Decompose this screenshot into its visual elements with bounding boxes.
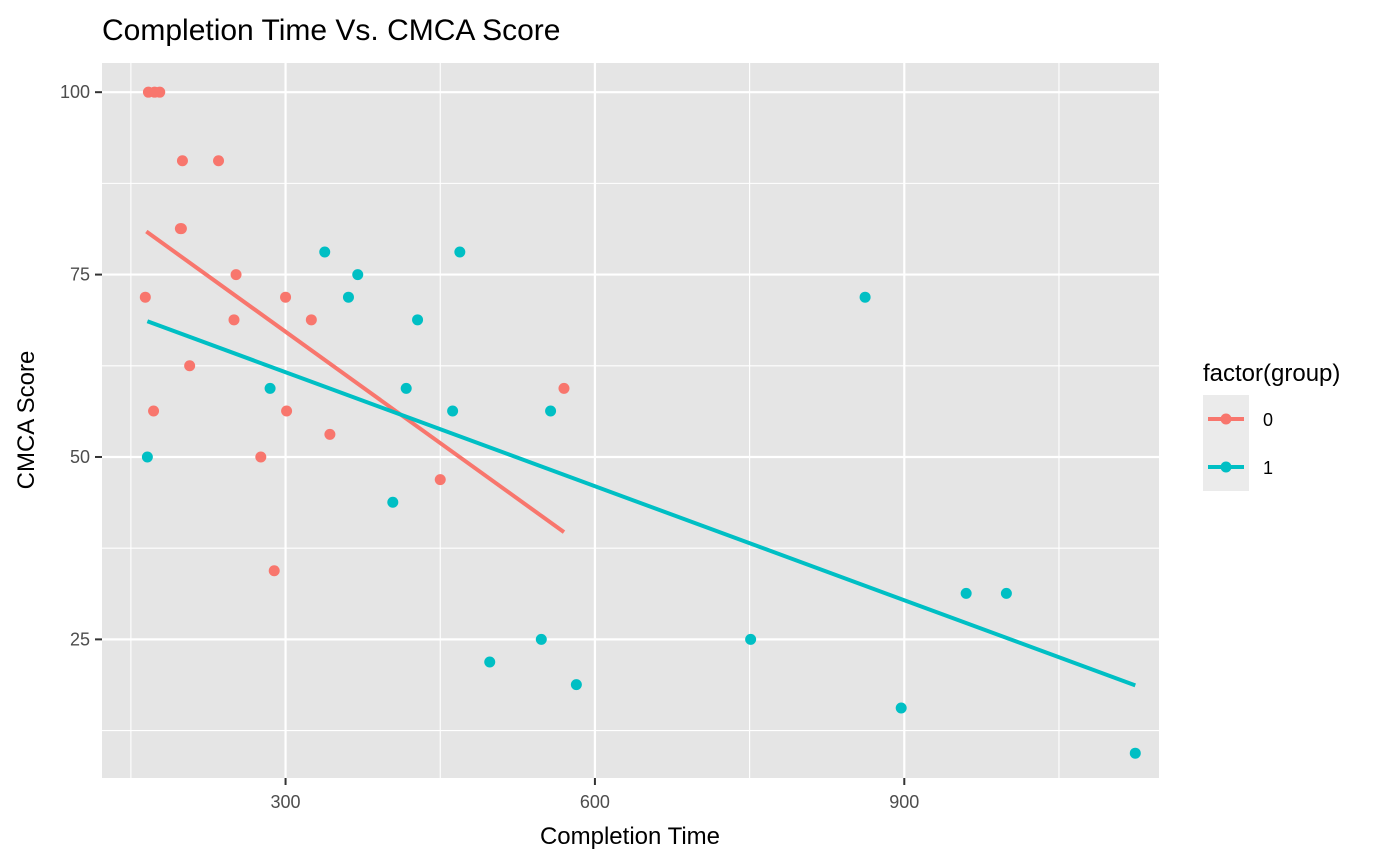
point-group-1 (352, 269, 364, 281)
point-group-1 (264, 382, 276, 394)
y-tick-label: 75 (70, 265, 90, 285)
point-group-1 (447, 405, 459, 417)
x-tick-label: 300 (271, 792, 301, 812)
point-group-0 (228, 314, 240, 326)
major-gridlines (102, 63, 1159, 778)
point-group-1 (400, 382, 412, 394)
point-group-1 (484, 656, 496, 668)
point-group-1 (454, 246, 466, 258)
y-axis-title: CMCA Score (13, 351, 40, 490)
point-group-1 (342, 291, 354, 303)
point-group-1 (319, 246, 331, 258)
point-group-0 (184, 360, 196, 372)
point-group-1 (141, 451, 153, 463)
point-group-0 (148, 405, 160, 417)
data-points (139, 86, 1141, 759)
point-group-1 (535, 633, 547, 645)
y-tick-label: 25 (70, 629, 90, 649)
point-group-0 (268, 565, 280, 577)
legend-key-point (1220, 413, 1232, 425)
point-group-0 (154, 86, 166, 98)
point-group-1 (745, 633, 757, 645)
x-axis-ticks: 300 600 900 (271, 778, 919, 812)
point-group-1 (1000, 587, 1012, 599)
fit-line-group-0 (145, 229, 566, 534)
legend-key-point (1220, 461, 1232, 473)
legend-label: 0 (1263, 410, 1273, 430)
point-group-0 (281, 405, 293, 417)
point-group-1 (960, 587, 972, 599)
point-group-0 (305, 314, 317, 326)
point-group-1 (387, 496, 399, 508)
plot-panel (102, 63, 1159, 778)
y-axis-ticks: 25 50 75 100 (60, 82, 102, 649)
point-group-0 (230, 269, 242, 281)
point-group-0 (175, 223, 187, 235)
x-axis-title: Completion Time (540, 823, 720, 850)
y-tick-label: 50 (70, 447, 90, 467)
point-group-1 (570, 679, 582, 691)
point-group-1 (1129, 747, 1141, 759)
point-group-1 (545, 405, 557, 417)
x-tick-label: 900 (889, 792, 919, 812)
point-group-0 (255, 451, 267, 463)
regression-lines (145, 229, 1136, 688)
point-group-1 (895, 702, 907, 714)
point-group-0 (558, 382, 570, 394)
x-tick-label: 600 (580, 792, 610, 812)
legend-title: factor(group) (1203, 360, 1340, 387)
legend-label: 1 (1263, 458, 1273, 478)
legend-keys: 01 (1203, 395, 1273, 491)
point-group-0 (213, 155, 225, 167)
point-group-0 (324, 428, 336, 440)
minor-gridlines (102, 63, 1159, 778)
point-group-1 (412, 314, 424, 326)
point-group-0 (280, 291, 292, 303)
legend: factor(group) 01 (1203, 360, 1340, 491)
point-group-0 (176, 155, 188, 167)
point-group-0 (139, 291, 151, 303)
fit-line-group-1 (146, 319, 1136, 688)
y-tick-label: 100 (60, 82, 90, 102)
point-group-0 (434, 474, 446, 486)
chart-title: Completion Time Vs. CMCA Score (102, 14, 560, 47)
point-group-1 (859, 291, 871, 303)
